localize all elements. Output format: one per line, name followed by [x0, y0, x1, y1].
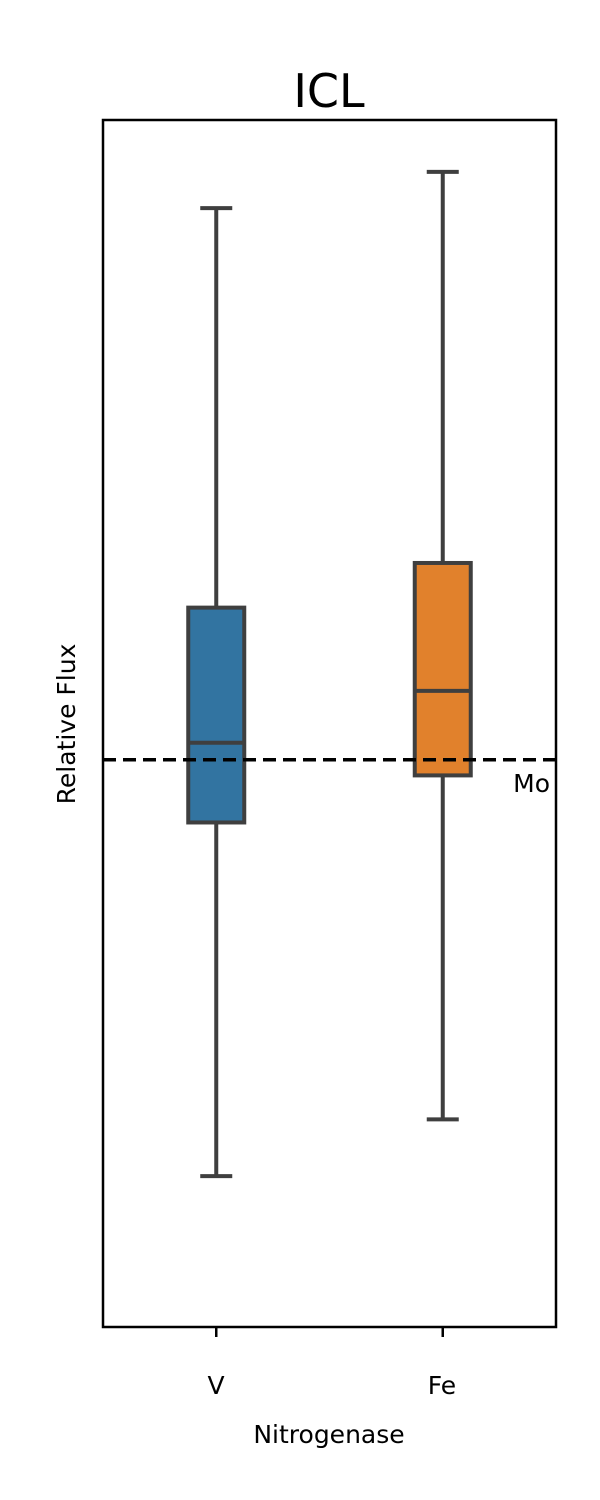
box-fe	[412, 560, 473, 778]
y-axis-label: Relative Flux	[52, 644, 81, 805]
plot-area	[101, 118, 558, 1337]
chart-title: ICL	[293, 64, 365, 118]
x-axis-label: Nitrogenase	[253, 1420, 404, 1449]
x-tick-label-v: V	[207, 1371, 224, 1400]
x-tick-label-fe: Fe	[428, 1371, 456, 1400]
box-v	[186, 605, 247, 825]
reference-line-label: Mo	[513, 769, 550, 798]
plot-frame	[101, 118, 558, 1329]
